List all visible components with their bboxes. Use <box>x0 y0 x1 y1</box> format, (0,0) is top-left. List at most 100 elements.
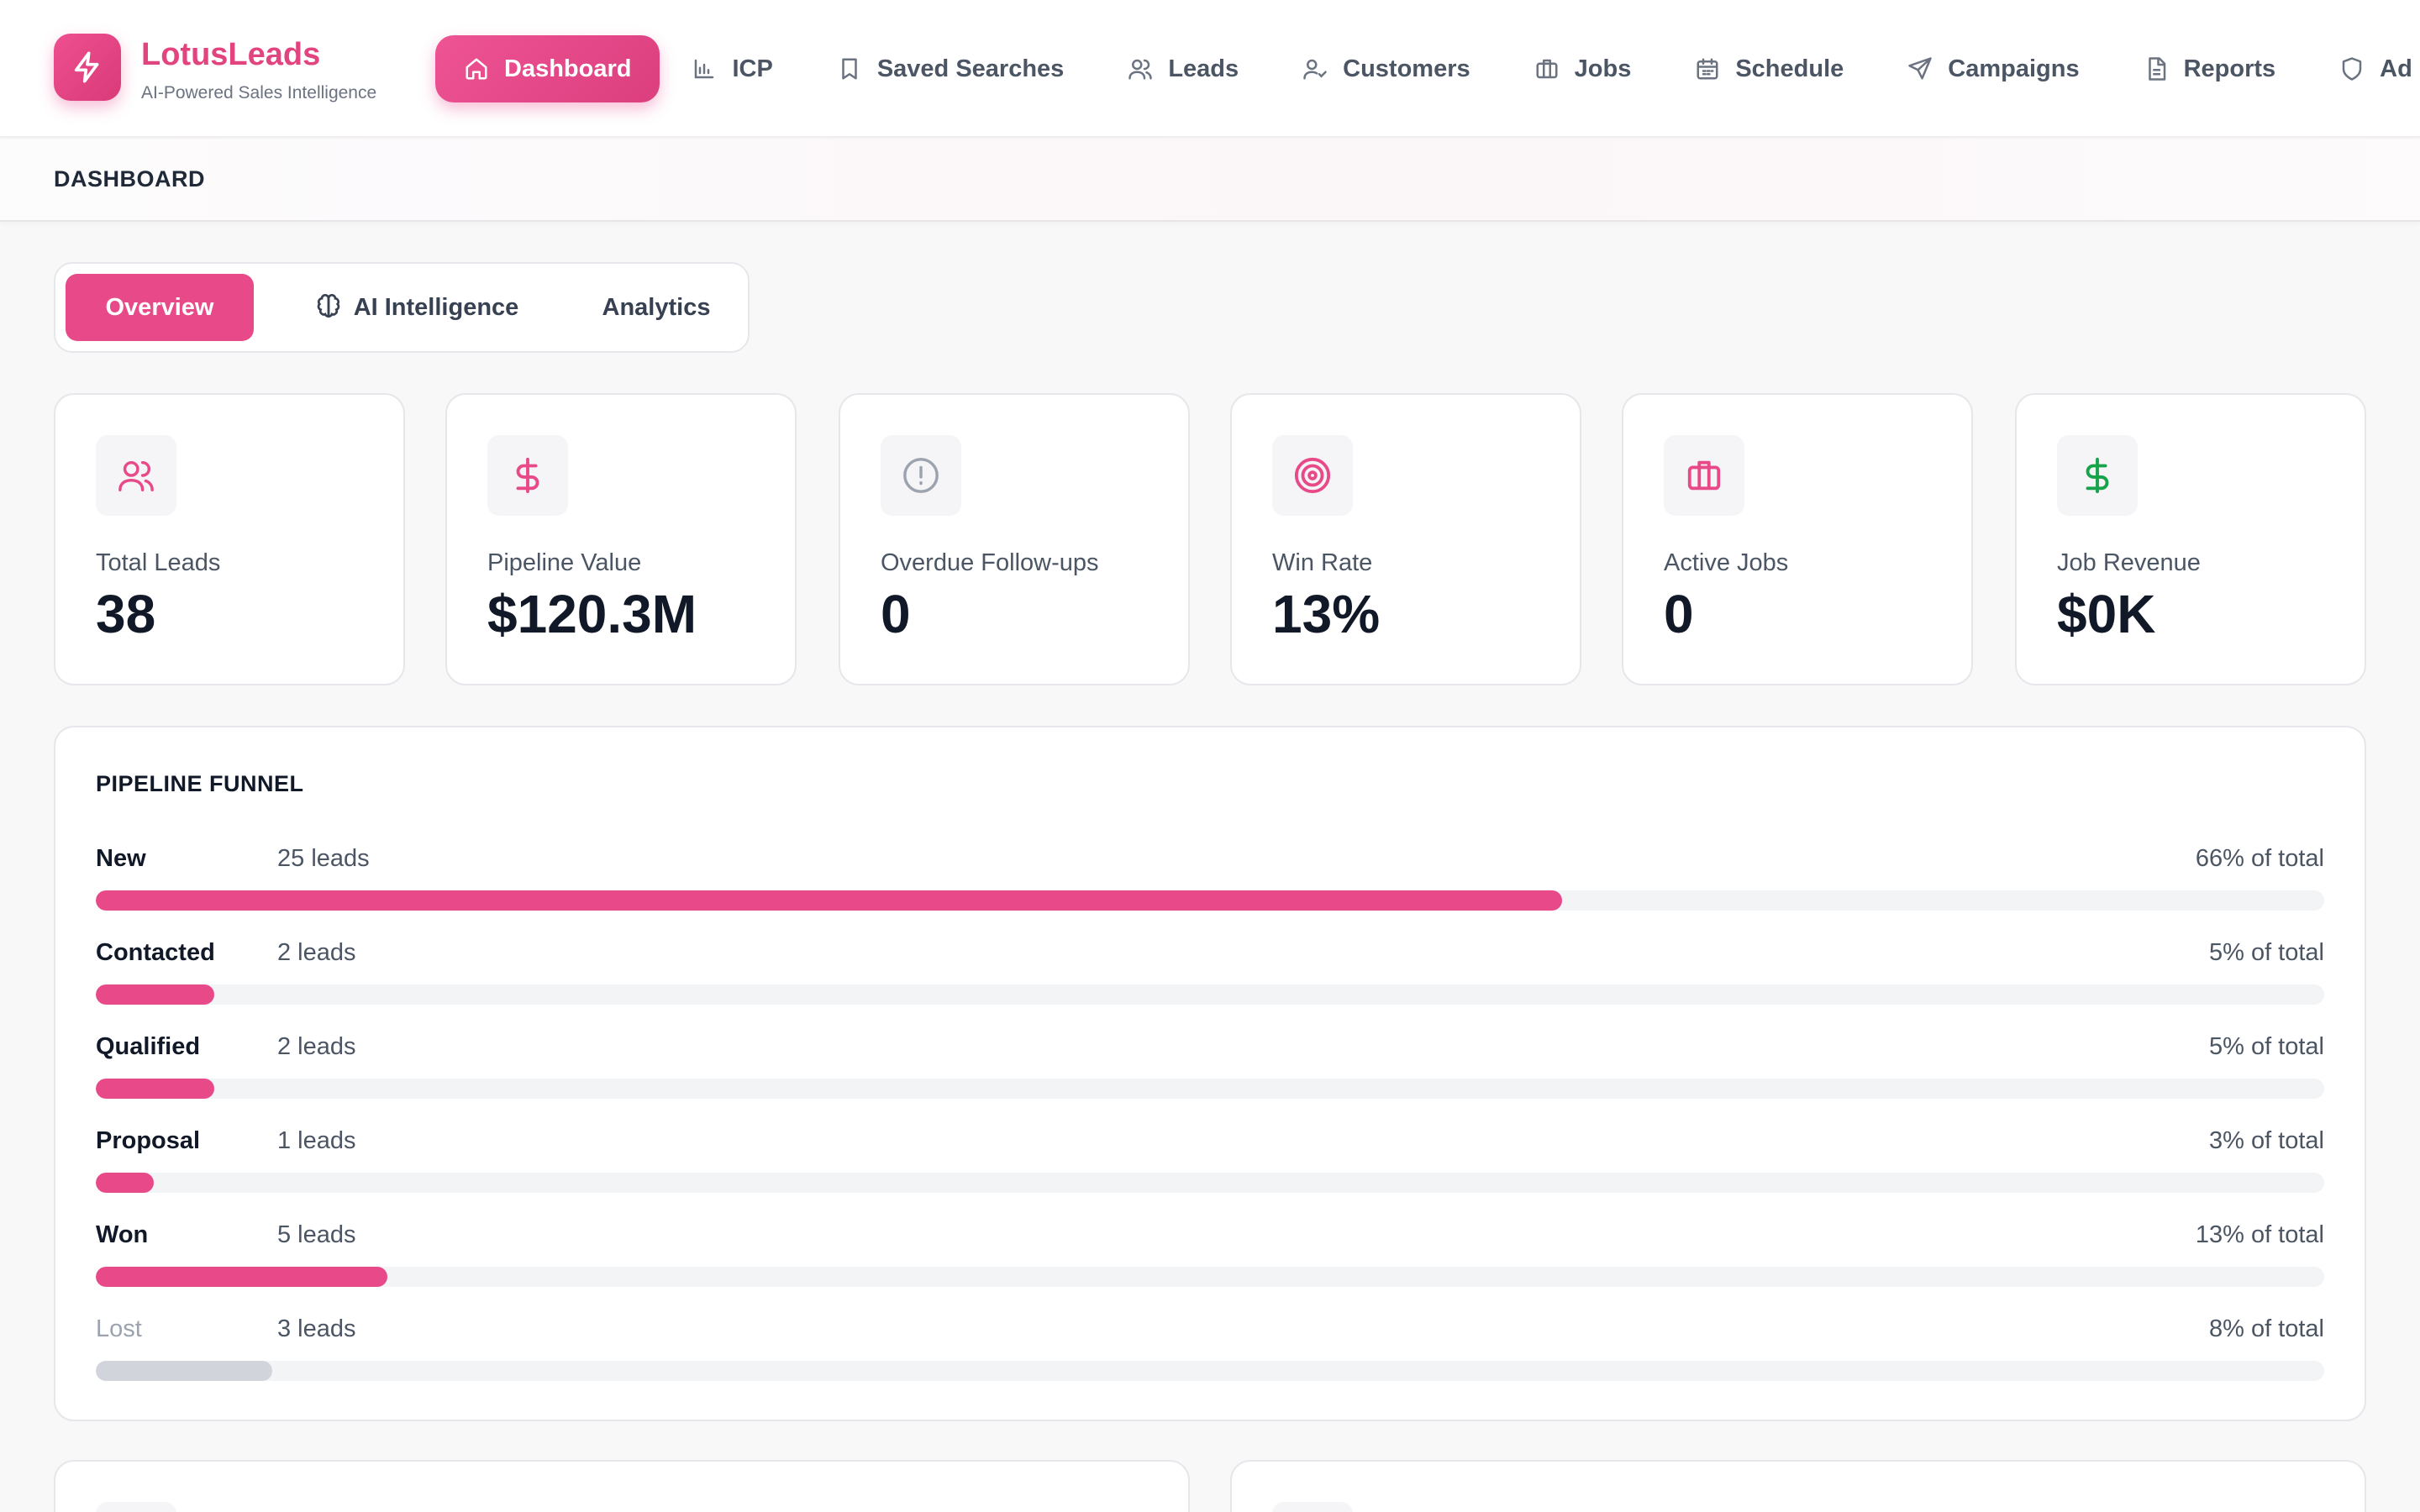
nav-item-label: Dashboard <box>504 55 632 82</box>
stat-label: Total Leads <box>96 549 221 576</box>
stage-name: Contacted <box>96 939 215 966</box>
main-nav: Dashboard ICP Saved Searches Leads Custo… <box>435 35 2420 102</box>
nav-item-campaigns[interactable]: Campaigns <box>1876 35 2111 102</box>
progress-track <box>96 1173 2324 1193</box>
nav-item-admin[interactable]: Ad <box>2307 35 2420 102</box>
progress-fill <box>96 1079 214 1099</box>
card-icon-container <box>96 1502 176 1512</box>
nav-item-reports[interactable]: Reports <box>2112 35 2308 102</box>
tab-ai-intelligence[interactable]: AI Intelligence <box>291 274 543 341</box>
stat-value: $120.3M <box>487 584 697 644</box>
stage-percentage: 66% of total <box>2195 845 2324 872</box>
tab-analytics[interactable]: Analytics <box>576 274 736 341</box>
progress-fill <box>96 984 214 1005</box>
progress-fill <box>96 1267 388 1287</box>
progress-track <box>96 1361 2324 1381</box>
nav-item-label: Reports <box>2183 55 2276 82</box>
stat-icon-container <box>1272 435 1353 516</box>
stat-value: 38 <box>96 584 156 644</box>
user-check-icon <box>1303 59 1327 80</box>
nav-item-saved-searches[interactable]: Saved Searches <box>805 35 1096 102</box>
file-text-icon <box>2148 57 2165 81</box>
stat-label: Active Jobs <box>1664 549 1789 576</box>
alert-circle-icon <box>903 458 939 493</box>
nav-item-dashboard[interactable]: Dashboard <box>435 35 660 102</box>
nav-item-label: ICP <box>732 55 773 82</box>
funnel-title: PIPELINE FUNNEL <box>96 771 304 796</box>
stat-value: 13% <box>1272 584 1381 644</box>
stat-label: Job Revenue <box>2057 549 2201 576</box>
nav-item-icp[interactable]: ICP <box>660 35 804 102</box>
progress-fill <box>96 1173 154 1193</box>
stage-name: New <box>96 845 146 872</box>
nav-item-jobs[interactable]: Jobs <box>1502 35 1664 102</box>
stage-name: Lost <box>96 1315 142 1342</box>
progress-fill <box>96 1361 272 1381</box>
stage-percentage: 13% of total <box>2195 1221 2324 1248</box>
funnel-stage-qualified[interactable]: Qualified 2 leads 5% of total <box>96 1033 2324 1110</box>
funnel-stage-new[interactable]: New 25 leads 66% of total <box>96 845 2324 922</box>
send-icon <box>1908 57 1933 80</box>
tab-label: Overview <box>105 293 214 321</box>
pipeline-funnel-card: PIPELINE FUNNEL New 25 leads 66% of tota… <box>54 726 2366 1421</box>
stage-count: 2 leads <box>277 1033 356 1060</box>
stage-count: 5 leads <box>277 1221 356 1248</box>
stage-count: 25 leads <box>277 845 370 872</box>
stat-label: Overdue Follow-ups <box>881 549 1099 576</box>
nav-item-customers[interactable]: Customers <box>1270 35 1502 102</box>
stat-icon-container <box>2057 435 2138 516</box>
stat-label: Win Rate <box>1272 549 1373 576</box>
card-icon-container <box>1272 1502 1353 1512</box>
target-icon <box>1294 457 1331 494</box>
progress-track <box>96 890 2324 911</box>
dollar-icon <box>516 457 539 494</box>
stat-card-job-revenue[interactable]: Job Revenue $0K <box>2015 393 2366 685</box>
stat-card-active-jobs[interactable]: Active Jobs 0 <box>1622 393 1973 685</box>
stat-card-total-leads[interactable]: Total Leads 38 <box>54 393 405 685</box>
stat-card-pipeline-value[interactable]: Pipeline Value $120.3M <box>445 393 797 685</box>
brand-tagline: AI-Powered Sales Intelligence <box>141 83 377 102</box>
dollar-icon <box>2086 457 2109 494</box>
tab-overview[interactable]: Overview <box>66 274 254 341</box>
funnel-stage-lost[interactable]: Lost 3 leads 8% of total <box>96 1315 2324 1393</box>
dashboard-tabs: Overview AI Intelligence Analytics <box>54 262 750 353</box>
nav-item-label: Customers <box>1343 55 1470 82</box>
users-icon <box>118 460 154 491</box>
top-navigation-bar: LotusLeads AI-Powered Sales Intelligence… <box>0 0 2420 138</box>
nav-item-label: Saved Searches <box>876 55 1065 82</box>
home-icon <box>466 58 487 80</box>
brain-icon <box>317 294 339 318</box>
stat-value: 0 <box>881 584 911 644</box>
funnel-stage-contacted[interactable]: Contacted 2 leads 5% of total <box>96 939 2324 1016</box>
stage-name: Won <box>96 1221 149 1248</box>
nav-item-label: Ad <box>2380 55 2412 82</box>
progress-track <box>96 1267 2324 1287</box>
funnel-stage-won[interactable]: Won 5 leads 13% of total <box>96 1221 2324 1299</box>
stage-count: 3 leads <box>277 1315 356 1342</box>
nav-item-label: Schedule <box>1735 55 1844 82</box>
brand-name[interactable]: LotusLeads <box>141 37 321 72</box>
funnel-stage-proposal[interactable]: Proposal 1 leads 3% of total <box>96 1127 2324 1205</box>
stat-icon-container <box>881 435 961 516</box>
stage-count: 1 leads <box>277 1127 356 1154</box>
users-icon <box>1128 59 1153 80</box>
calendar-icon <box>1697 58 1718 80</box>
tab-label: Analytics <box>602 293 711 321</box>
stat-card-overdue-follow-ups[interactable]: Overdue Follow-ups 0 <box>839 393 1190 685</box>
stat-icon-container <box>1664 435 1744 516</box>
brand-logo[interactable] <box>54 34 121 101</box>
stage-percentage: 8% of total <box>2208 1315 2324 1342</box>
nav-item-schedule[interactable]: Schedule <box>1663 35 1876 102</box>
bottom-card-right <box>1230 1460 2366 1512</box>
page-header: DASHBOARD <box>0 139 2420 222</box>
shield-icon <box>2342 57 2362 81</box>
progress-track <box>96 984 2324 1005</box>
stat-value: 0 <box>1664 584 1694 644</box>
stage-percentage: 3% of total <box>2208 1127 2324 1154</box>
briefcase-icon <box>1687 460 1721 491</box>
stat-card-win-rate[interactable]: Win Rate 13% <box>1230 393 1581 685</box>
bookmark-icon <box>842 58 857 80</box>
bar-chart-icon <box>695 59 714 79</box>
stat-icon-container <box>487 435 568 516</box>
nav-item-leads[interactable]: Leads <box>1096 35 1270 102</box>
